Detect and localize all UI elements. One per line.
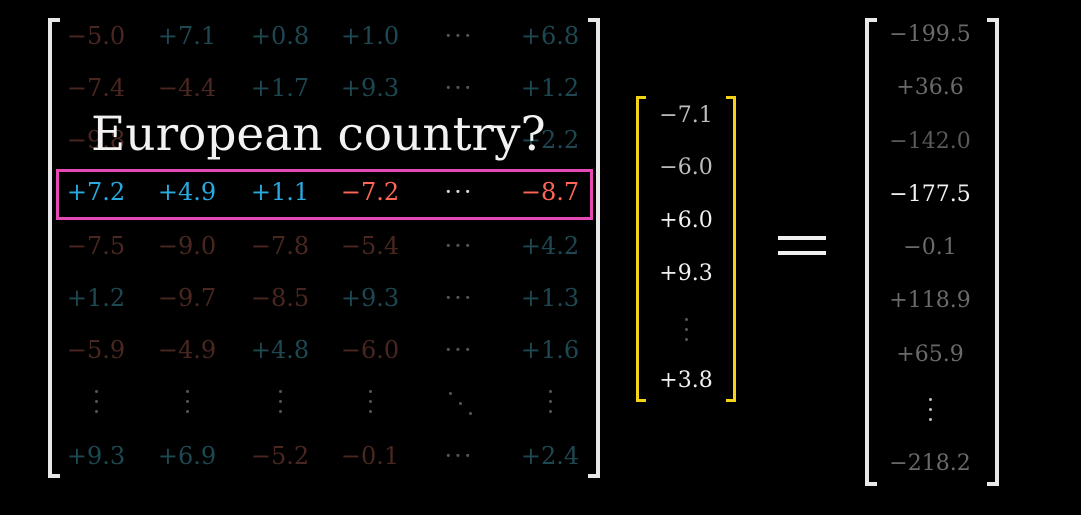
- input-vector-right-bracket: [726, 96, 736, 402]
- matrix-cell: ···: [444, 442, 474, 470]
- matrix-cell: −7.4: [66, 74, 126, 102]
- matrix-vertical-ellipsis: [368, 390, 372, 420]
- output-vector-entry: +36.6: [896, 75, 964, 100]
- matrix-cell: +2.4: [520, 442, 580, 470]
- matrix-cell: +1.6: [520, 336, 580, 364]
- matrix-cell: +7.1: [157, 22, 217, 50]
- matrix-cell: +4.8: [250, 336, 310, 364]
- matrix-cell: ···: [444, 74, 474, 102]
- matrix-cell: −8.5: [250, 284, 310, 312]
- output-vector-entry: +118.9: [889, 288, 971, 313]
- matrix-cell: +9.3: [66, 442, 126, 470]
- matrix-cell: +1.2: [66, 284, 126, 312]
- matrix-cell: −6.0: [340, 336, 400, 364]
- matrix-cell: +0.8: [250, 22, 310, 50]
- input-vector-entry: −7.1: [659, 103, 713, 128]
- matrix-cell: +1.0: [340, 22, 400, 50]
- matrix-vertical-ellipsis: [548, 390, 552, 420]
- matrix-vertical-ellipsis: [185, 390, 189, 420]
- matrix-cell: −4.9: [157, 336, 217, 364]
- matrix-cell: +2.2: [520, 126, 580, 154]
- output-vector-entry: +65.9: [896, 342, 964, 367]
- matrix-cell: ···: [444, 336, 474, 364]
- matrix-cell: −9.7: [157, 284, 217, 312]
- highlighted-cell: −7.2: [340, 178, 400, 206]
- matrix-cell: ···: [444, 232, 474, 260]
- output-vector-entry: −199.5: [889, 22, 971, 47]
- matrix-cell: −5.0: [66, 22, 126, 50]
- matrix-vertical-ellipsis: [278, 390, 282, 420]
- highlighted-cell: ···: [444, 178, 474, 206]
- equals-sign: [778, 236, 826, 258]
- output-vertical-ellipsis: [928, 398, 932, 428]
- matrix-cell: −5.9: [66, 336, 126, 364]
- matrix-cell: +1.2: [520, 74, 580, 102]
- matrix-cell: +6.8: [520, 22, 580, 50]
- matrix-cell: −5.4: [340, 232, 400, 260]
- highlighted-cell: −8.7: [520, 178, 580, 206]
- matrix-cell: ···: [444, 22, 474, 50]
- input-vector-entry: +9.3: [659, 261, 713, 286]
- matrix-cell: +1.7: [250, 74, 310, 102]
- matrix-cell: +4.2: [520, 232, 580, 260]
- input-vector-entry: +6.0: [659, 208, 713, 233]
- matrix-cell: −4.4: [157, 74, 217, 102]
- output-vector-entry: −0.1: [903, 235, 957, 260]
- matrix-cell: −9.0: [157, 232, 217, 260]
- input-vector-left-bracket: [636, 96, 646, 402]
- output-vector-left-bracket: [865, 18, 877, 486]
- highlighted-row-box: [56, 169, 593, 220]
- matrix-cell: +9.3: [340, 74, 400, 102]
- matrix-cell: −5.2: [250, 442, 310, 470]
- highlighted-cell: +1.1: [250, 178, 310, 206]
- matrix-cell: −7.8: [250, 232, 310, 260]
- matrix-vertical-ellipsis: [94, 390, 98, 420]
- output-vector-right-bracket: [987, 18, 999, 486]
- output-vector-entry: −142.0: [889, 129, 971, 154]
- matrix-cell: −7.5: [66, 232, 126, 260]
- matrix-cell: ···: [444, 284, 474, 312]
- matrix-cell: −0.1: [340, 442, 400, 470]
- input-vertical-ellipsis: [684, 318, 688, 348]
- matrix-cell: +6.9: [157, 442, 217, 470]
- matrix-right-bracket: [588, 18, 600, 478]
- highlighted-cell: +7.2: [66, 178, 126, 206]
- matrix-cell: +1.3: [520, 284, 580, 312]
- question-label: European country?: [91, 107, 546, 162]
- highlighted-cell: +4.9: [157, 178, 217, 206]
- matrix-cell: −9.8: [66, 126, 126, 154]
- input-vector-entry: +3.8: [659, 368, 713, 393]
- input-vector-entry: −6.0: [659, 155, 713, 180]
- matrix-left-bracket: [48, 18, 60, 478]
- output-highlighted-entry: −177.5: [889, 182, 971, 207]
- output-vector-entry: −218.2: [889, 451, 971, 476]
- matrix-cell: +9.3: [340, 284, 400, 312]
